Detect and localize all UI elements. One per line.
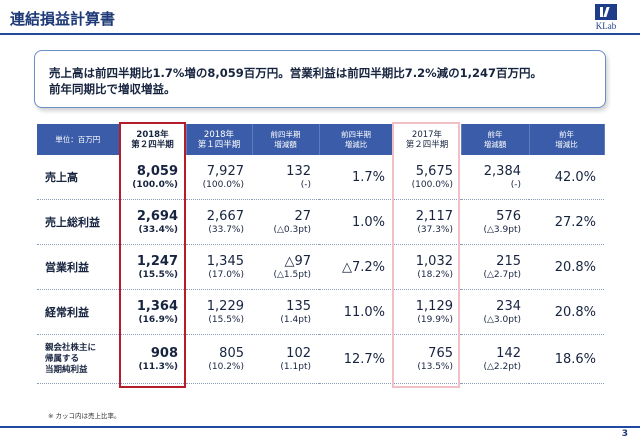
cell-2018-q1: 805 (10.2%) [186, 334, 252, 384]
summary-box: 売上高は前四半期比1.7%増の8,059百万円。営業利益は前四半期比7.2%減の… [34, 50, 606, 108]
col-header-qoq-ratio: 前四半期 増減比 [319, 124, 394, 155]
cell-qoq-amount: 27 (△0.3pt) [252, 199, 319, 245]
summary-line-2: 前年同期比で増収増益。 [49, 82, 176, 96]
title-divider [0, 33, 640, 35]
cell-qoq-ratio: △7.2% [319, 244, 393, 290]
row-label: 営業利益 [37, 244, 119, 290]
cell-2018-q2: 1,364 (16.9%) [119, 289, 186, 335]
cell-yoy-amount: 142 (△2.2pt) [461, 334, 529, 384]
cell-yoy-ratio: 27.2% [529, 199, 604, 245]
summary-line-1: 売上高は前四半期比1.7%増の8,059百万円。営業利益は前四半期比7.2%減の… [49, 66, 543, 80]
table-row-net-income: 親会社株主に 帰属する 当期純利益 908 (11.3%) 805 (10.2%) 10… [37, 334, 604, 384]
cell-2018-q2: 8,059 (100.0%) [119, 155, 186, 200]
col-header-qoq-amount: 前四半期 増減額 [252, 124, 320, 155]
cell-2017-q2: 1,129 (19.9%) [393, 289, 461, 335]
row-label: 売上高 [37, 155, 119, 200]
cell-yoy-amount: 234 (△3.0pt) [461, 289, 529, 335]
table-row-operating-profit: 営業利益 1,247 (15.5%) 1,345 (17.0%) △97 (△1.5p… [37, 244, 604, 290]
cell-qoq-ratio: 12.7% [319, 334, 393, 384]
cell-yoy-amount: 2,384 (-) [461, 155, 529, 200]
cell-2018-q1: 7,927 (100.0%) [186, 155, 252, 200]
cell-yoy-ratio: 20.8% [529, 244, 604, 290]
cell-2017-q2: 765 (13.5%) [393, 334, 461, 384]
col-header-2018-q2: 2018年 第２四半期 [119, 124, 187, 155]
cell-qoq-ratio: 11.0% [319, 289, 393, 335]
footnote: ※ カッコ内は売上比率。 [48, 412, 121, 420]
col-header-2017-q2: 2017年 第２四半期 [393, 124, 462, 155]
logo-text: KLab [595, 21, 617, 31]
cell-yoy-amount: 576 (△3.9pt) [461, 199, 529, 245]
cell-2018-q1: 2,667 (33.7%) [186, 199, 252, 245]
cell-qoq-amount: △97 (△1.5pt) [252, 244, 319, 290]
footer-divider [0, 426, 640, 428]
row-label: 売上総利益 [37, 199, 119, 245]
cell-qoq-ratio: 1.0% [319, 199, 393, 245]
cell-2017-q2: 2,117 (37.3%) [393, 199, 461, 245]
income-statement-table: 単位：百万円 2018年 第２四半期 2018年 第１四半期 前四半期 増減額 前四半… [37, 124, 605, 384]
col-header-yoy-amount: 前年 増減額 [461, 124, 530, 155]
col-header-yoy-ratio: 前年 増減比 [529, 124, 605, 155]
table-row-ordinary-profit: 経常利益 1,364 (16.9%) 1,229 (15.5%) 135 (1.4pt… [37, 289, 604, 335]
cell-yoy-ratio: 42.0% [529, 155, 604, 200]
col-header-2018-q1: 2018年 第１四半期 [186, 124, 253, 155]
cell-qoq-ratio: 1.7% [319, 155, 393, 200]
cell-2018-q2: 1,247 (15.5%) [119, 244, 186, 290]
page-title: 連結損益計算書 [10, 10, 116, 28]
klab-logo-icon [595, 4, 617, 20]
page-number: 3 [621, 429, 628, 439]
klab-logo: KLab [586, 4, 626, 34]
cell-qoq-amount: 135 (1.4pt) [252, 289, 319, 335]
row-label: 親会社株主に 帰属する 当期純利益 [37, 334, 119, 384]
cell-2018-q2: 2,694 (33.4%) [119, 199, 186, 245]
unit-label: 単位：百万円 [37, 124, 120, 155]
cell-2017-q2: 5,675 (100.0%) [393, 155, 461, 200]
cell-yoy-amount: 215 (△2.7pt) [461, 244, 529, 290]
cell-2017-q2: 1,032 (18.2%) [393, 244, 461, 290]
table-row-gross-profit: 売上総利益 2,694 (33.4%) 2,667 (33.7%) 27 (△0.3p… [37, 199, 604, 245]
cell-yoy-ratio: 20.8% [529, 289, 604, 335]
row-label: 経常利益 [37, 289, 119, 335]
table-header-row: 単位：百万円 2018年 第２四半期 2018年 第１四半期 前四半期 増減額 前四半… [37, 124, 605, 155]
cell-qoq-amount: 102 (1.1pt) [252, 334, 319, 384]
cell-2018-q1: 1,229 (15.5%) [186, 289, 252, 335]
cell-yoy-ratio: 18.6% [529, 334, 604, 384]
cell-qoq-amount: 132 (-) [252, 155, 319, 200]
cell-2018-q2: 908 (11.3%) [119, 334, 186, 384]
table-row-revenue: 売上高 8,059 (100.0%) 7,927 (100.0%) 132 (-) 1… [37, 155, 604, 200]
cell-2018-q1: 1,345 (17.0%) [186, 244, 252, 290]
